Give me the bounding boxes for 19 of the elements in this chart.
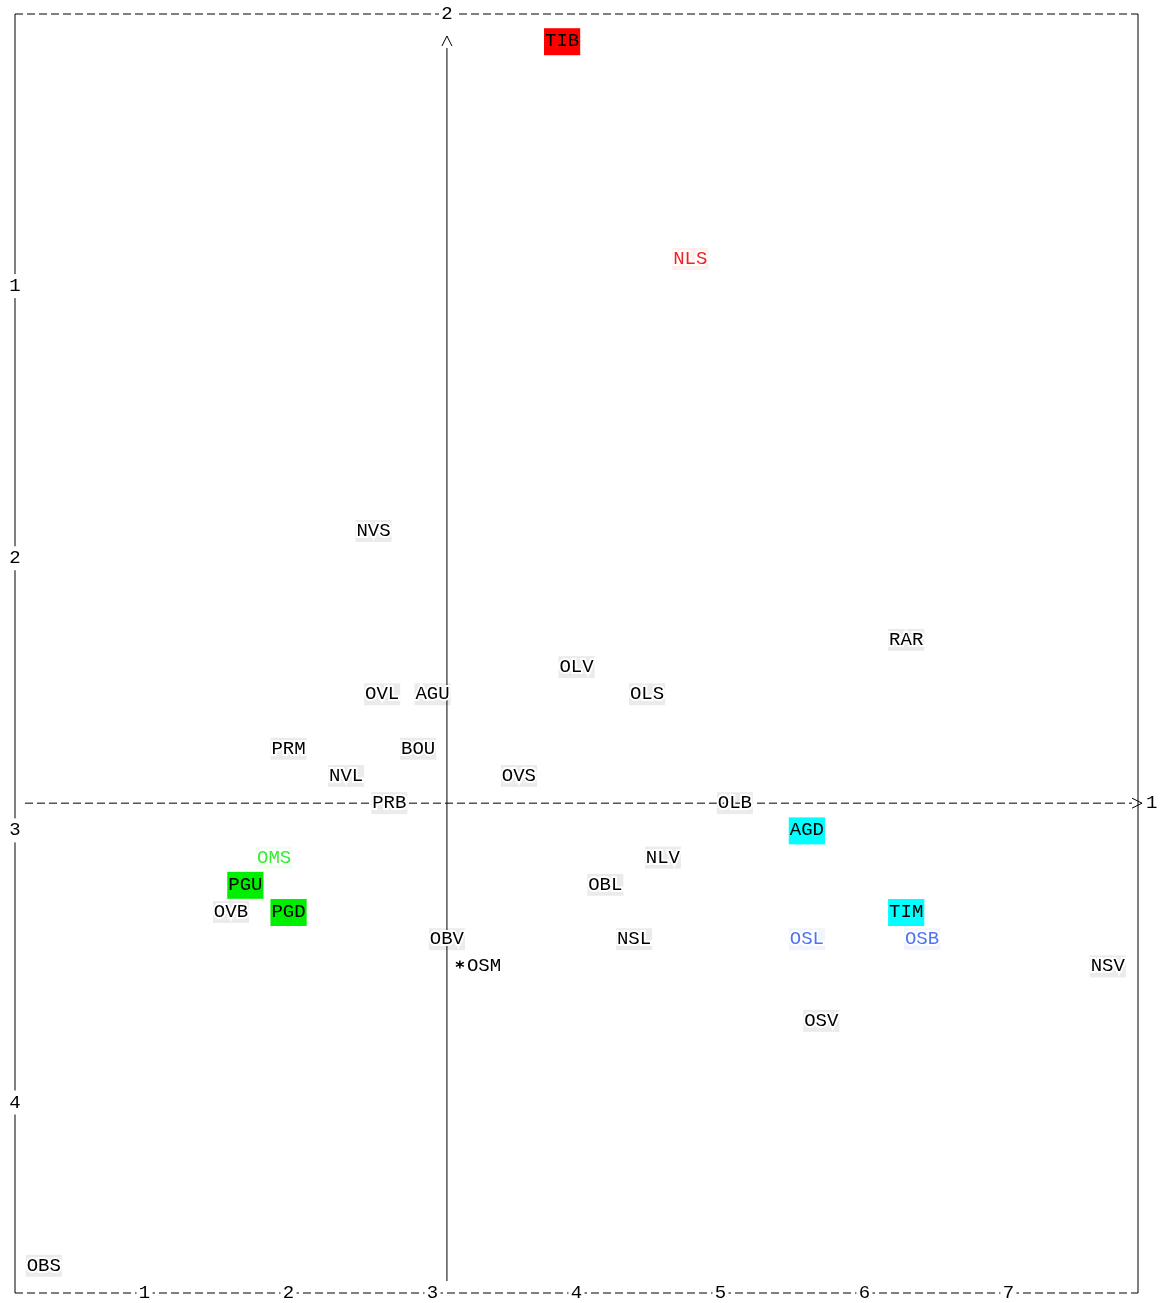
- x-tick-label: 3: [426, 1282, 439, 1303]
- series-label: PGD: [271, 901, 306, 924]
- series-label: PGU: [228, 873, 263, 896]
- x-tick-label: 7: [1002, 1282, 1015, 1303]
- series-label: AGD: [789, 819, 824, 842]
- y-axis-title: 2: [441, 3, 453, 25]
- x-tick-label: 1: [138, 1282, 151, 1303]
- x-axis-title: 1: [1146, 792, 1158, 815]
- y-tick-label: 4: [9, 1091, 21, 1114]
- x-tick-label: 5: [714, 1282, 727, 1303]
- y-tick-label: 3: [9, 819, 21, 842]
- series-label: OSM: [466, 955, 502, 978]
- series-label: TIB: [544, 30, 580, 53]
- y-tick-label: 2: [9, 547, 21, 570]
- y-tick-label: 1: [9, 275, 21, 298]
- x-tick-label: 6: [858, 1282, 871, 1303]
- x-tick-label: 2: [282, 1282, 295, 1303]
- series-label: TIM: [889, 901, 924, 924]
- x-tick-label: 4: [570, 1282, 583, 1303]
